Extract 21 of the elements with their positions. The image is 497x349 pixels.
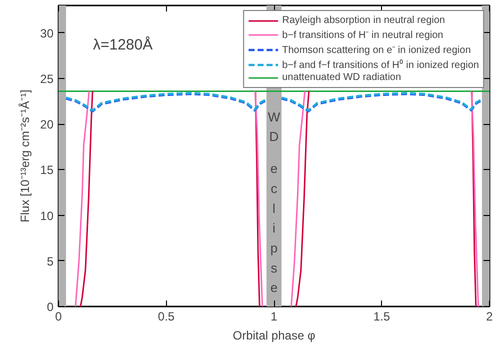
- y-tick-label: 25: [40, 72, 54, 86]
- annotation: λ=1280Å: [92, 36, 153, 54]
- legend-label: b−f and f−f transitions of H⁰ in ionized region: [282, 58, 479, 71]
- y-tick-label: 5: [46, 254, 54, 268]
- legend-label: Rayleigh absorption in neutral region: [282, 15, 445, 26]
- y-tick-label: 20: [40, 118, 54, 132]
- x-tick-label: 1.5: [373, 310, 390, 324]
- legend-label: unattenuated WD radiation: [282, 72, 402, 83]
- y-axis-title: Flux [10⁻¹³erg cm⁻²s⁻¹Å⁻¹]: [18, 90, 32, 222]
- y-tick-label: 30: [40, 26, 54, 40]
- legend-label: b−f transitions of H⁻ in neutral region: [282, 29, 444, 41]
- y-tick-label: 0: [46, 300, 54, 314]
- text: WD eclipse: [268, 109, 280, 296]
- x-tick-label: 0: [55, 310, 62, 324]
- x-tick-label: 1: [270, 310, 278, 324]
- legend-label: Thomson scattering on e⁻ in ionized region: [282, 44, 471, 56]
- y-tick-label: 15: [40, 163, 54, 178]
- x-tick-label: 0.5: [158, 310, 175, 324]
- y-tick-label: 10: [40, 208, 54, 223]
- x-tick-label: 2: [486, 310, 494, 324]
- x-axis-title: Orbital phase φ: [232, 328, 316, 342]
